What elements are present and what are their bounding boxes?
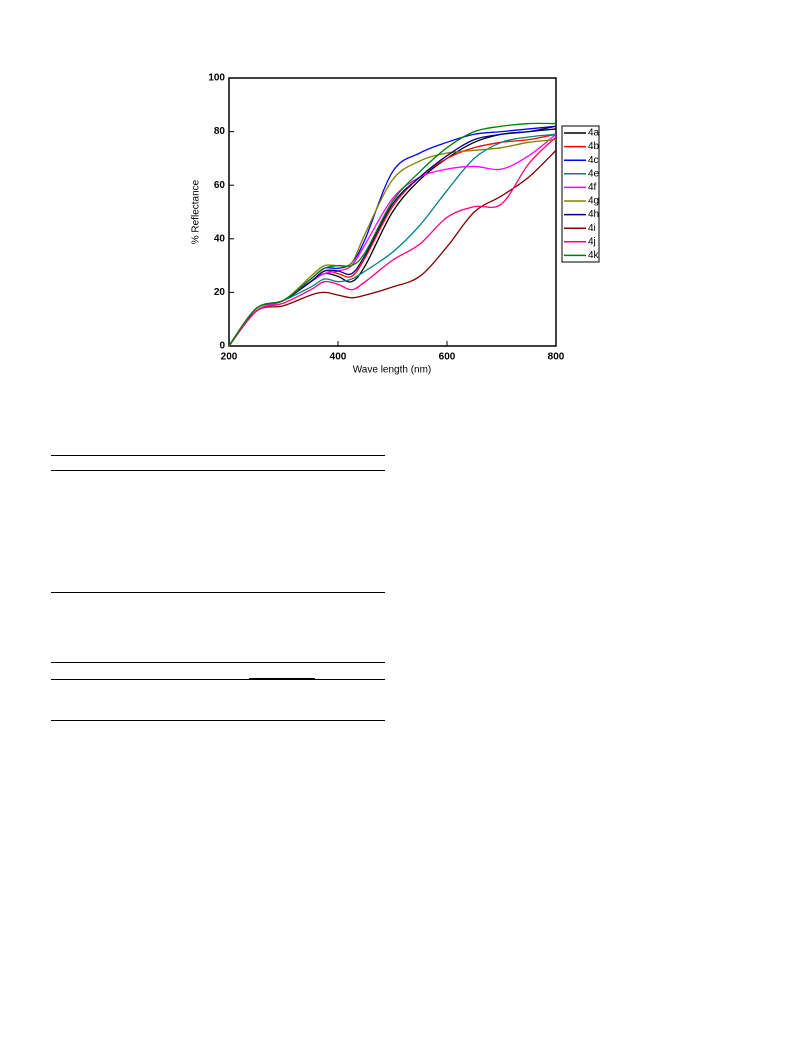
y-axis-label: % Reflectance: [191, 179, 202, 244]
legend-label: 4g: [588, 196, 599, 207]
legend-label: 4h: [588, 209, 599, 220]
table-rule: [105, 470, 200, 471]
y-tick-label: 80: [214, 126, 226, 137]
series-line: [228, 136, 557, 347]
table-rule: [51, 455, 385, 456]
y-tick-label: 20: [214, 287, 226, 298]
legend-label: 4c: [588, 155, 599, 166]
table-rule: [51, 662, 385, 663]
series-line: [228, 125, 557, 347]
x-tick-label: 400: [330, 352, 347, 363]
y-tick-label: 40: [214, 233, 226, 244]
series-line: [228, 133, 557, 347]
series-line: [228, 138, 557, 347]
series-line: [228, 125, 557, 347]
y-tick-label: 60: [214, 180, 226, 191]
y-tick-label: 100: [208, 73, 225, 84]
table-rule: [51, 720, 385, 721]
table-rule: [51, 679, 385, 680]
series-line: [228, 128, 557, 347]
series-line: [228, 133, 557, 347]
table-rule: [51, 470, 385, 471]
legend: [561, 125, 600, 263]
legend-label: 4a: [588, 128, 600, 139]
legend-label: 4f: [588, 182, 597, 193]
table-rule: [249, 678, 315, 679]
series-line: [228, 149, 557, 347]
legend-label: 4k: [588, 250, 600, 261]
x-tick-label: 600: [439, 352, 456, 363]
series-line: [228, 122, 557, 347]
legend-label: 4b: [588, 141, 600, 152]
x-tick-label: 800: [548, 352, 565, 363]
legend-label: 4i: [588, 223, 596, 234]
table-rule: [260, 470, 356, 471]
legend-label: 4j: [588, 236, 596, 247]
y-tick-label: 0: [219, 341, 225, 352]
x-tick-label: 200: [221, 352, 238, 363]
plot-frame: [228, 77, 557, 347]
table-rule: [51, 592, 385, 593]
series-line: [228, 133, 557, 347]
legend-label: 4e: [588, 168, 600, 179]
x-axis-label: Wave length (nm): [353, 365, 432, 376]
